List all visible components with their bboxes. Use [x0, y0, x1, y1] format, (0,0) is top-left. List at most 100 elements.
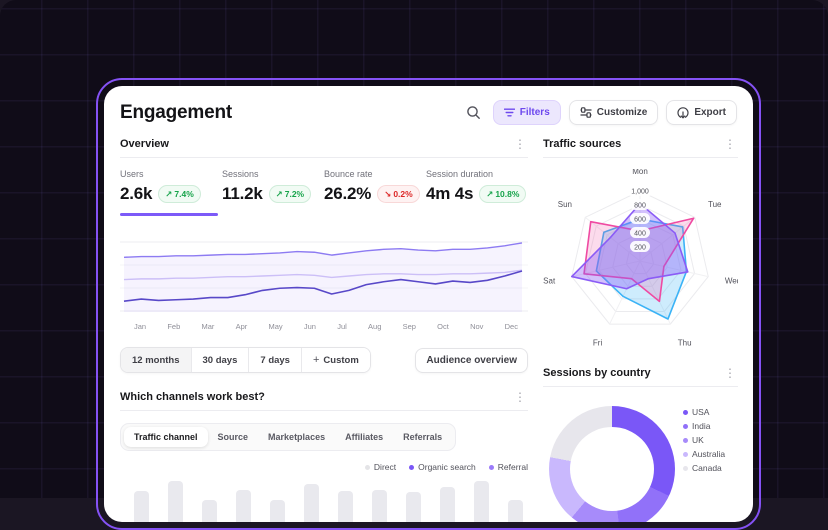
tab-affiliates[interactable]: Affiliates [335, 427, 393, 447]
filters-button-label: Filters [519, 107, 550, 118]
legend-label: USA [692, 407, 710, 417]
divider [543, 157, 738, 158]
trend-down-icon: ↘ [384, 188, 392, 199]
sessions-donut-block: USA India UK Australia Canada [543, 398, 738, 522]
dashboard-card-border: Engagement Filters [96, 78, 761, 530]
trend-up-icon: ↗ [275, 188, 283, 199]
right-panel: Traffic sources ⋮ 1,000 800 600 400 200 Mon Tu… [543, 138, 738, 522]
tab-traffic-channel[interactable]: Traffic channel [124, 427, 208, 447]
stat-sessions[interactable]: Sessions 11.2k ↗ 7.2% [222, 169, 324, 216]
range-option-7-days[interactable]: 7 days [249, 348, 302, 372]
divider [120, 410, 528, 411]
stat-users[interactable]: Users 2.6k ↗ 7.4% [120, 169, 222, 216]
audience-overview-button[interactable]: Audience overview [415, 347, 528, 373]
traffic-sources-menu-icon[interactable]: ⋮ [724, 137, 736, 151]
svg-text:800: 800 [634, 203, 646, 210]
stat-value-row: 26.2% ↘ 0.2% [324, 184, 426, 204]
overview-menu-icon[interactable]: ⋮ [514, 137, 526, 151]
month-label: Oct [437, 322, 449, 331]
legend-dot [683, 451, 688, 457]
legend-label: Organic search [418, 462, 476, 472]
radar-axis-label-mon: Mon [632, 169, 648, 176]
bar [270, 500, 285, 522]
svg-text:200: 200 [634, 245, 646, 252]
month-label: Jan [134, 322, 147, 331]
legend-item-organic-search: Organic search [409, 462, 476, 472]
bar [134, 491, 149, 522]
card-header: Engagement Filters [120, 100, 737, 125]
stat-label: Sessions [222, 169, 259, 179]
stat-label: Session duration [426, 169, 494, 179]
page-title: Engagement [120, 101, 233, 123]
country-legend-item-canada: Canada [683, 463, 725, 473]
bar [236, 490, 251, 522]
sessions-by-country-menu-icon[interactable]: ⋮ [724, 366, 736, 380]
svg-text:1,000: 1,000 [631, 189, 649, 196]
bar [168, 481, 183, 522]
tab-marketplaces[interactable]: Marketplaces [258, 427, 335, 447]
range-option-custom[interactable]: + Custom [301, 348, 370, 372]
legend-item-direct: Direct [364, 462, 397, 472]
range-option-30-days[interactable]: 30 days [191, 348, 250, 372]
svg-text:400: 400 [634, 231, 646, 238]
country-legend-item-uk: UK [683, 435, 725, 445]
trend-up-icon: ↗ [486, 188, 494, 199]
filters-button[interactable]: Filters [492, 100, 561, 125]
tab-source[interactable]: Source [208, 427, 259, 447]
overview-title: Overview [120, 138, 169, 150]
legend-dot [488, 464, 494, 470]
bar [508, 500, 523, 522]
line-chart-x-axis: Jan Feb Mar Apr May Jun Jul Aug Sep Oct Nov Dec [120, 319, 528, 331]
stat-delta-badge: ↗ 10.8% [479, 185, 527, 203]
range-option-label: 12 months [132, 354, 180, 366]
month-label: Nov [470, 322, 484, 331]
range-row: 12 months 30 days 7 days + Custom Audience o… [120, 347, 528, 373]
traffic-sources-radar-chart: 1,000 800 600 400 200 Mon Tue Wed Thu Fri Sat Sun [543, 169, 738, 365]
legend-item-referral: Referral [488, 462, 528, 472]
date-range-segmented-control: 12 months 30 days 7 days + Custom [120, 347, 371, 373]
legend-label: Direct [373, 462, 397, 472]
header-actions: Filters Customize [462, 100, 737, 125]
legend-label: India [692, 421, 711, 431]
export-download-icon [677, 106, 689, 118]
legend-label: Canada [692, 463, 722, 473]
month-label: Jun [303, 322, 316, 331]
legend-dot [364, 464, 370, 470]
radar-axis-label-sun: Sun [558, 200, 572, 209]
legend-dot [409, 464, 415, 470]
country-legend-item-usa: USA [683, 407, 725, 417]
legend-dot [683, 409, 688, 415]
channels-bar-chart [120, 476, 528, 522]
month-label: Dec [504, 322, 518, 331]
export-button[interactable]: Export [666, 100, 737, 125]
bar [304, 484, 319, 522]
range-option-12-months[interactable]: 12 months [121, 348, 192, 372]
stat-value: 2.6k [120, 184, 153, 203]
month-label: Jul [337, 322, 347, 331]
stat-bounce-rate[interactable]: Bounce rate 26.2% ↘ 0.2% [324, 169, 426, 216]
stat-value-row: 11.2k ↗ 7.2% [222, 184, 324, 204]
channels-legend: Direct Organic search Referral [120, 462, 528, 472]
customize-button[interactable]: Customize [568, 100, 659, 125]
radar-axis-label-fri: Fri [593, 338, 603, 347]
traffic-sources-title: Traffic sources [543, 138, 622, 150]
bar [406, 492, 421, 522]
channels-menu-icon[interactable]: ⋮ [514, 390, 526, 404]
stat-value: 11.2k [222, 184, 263, 203]
stat-value: 26.2% [324, 184, 372, 203]
plus-icon: + [312, 354, 320, 366]
radar-axis-label-sat: Sat [543, 276, 556, 285]
stat-session-duration[interactable]: Session duration 4m 4s ↗ 10.8% [426, 169, 528, 216]
radar-axis-label-thu: Thu [678, 338, 692, 347]
stat-value-row: 2.6k ↗ 7.4% [120, 184, 222, 204]
legend-dot [683, 437, 688, 443]
range-option-label: 7 days [260, 354, 290, 366]
legend-label: Australia [692, 449, 726, 459]
sessions-country-legend: USA India UK Australia Canada [683, 407, 725, 473]
bar [474, 481, 489, 522]
search-button[interactable] [462, 101, 485, 124]
range-option-label: 30 days [202, 354, 238, 366]
radar-axis-label-tue: Tue [708, 200, 722, 209]
month-label: Apr [235, 322, 248, 331]
tab-referrals[interactable]: Referrals [393, 427, 452, 447]
